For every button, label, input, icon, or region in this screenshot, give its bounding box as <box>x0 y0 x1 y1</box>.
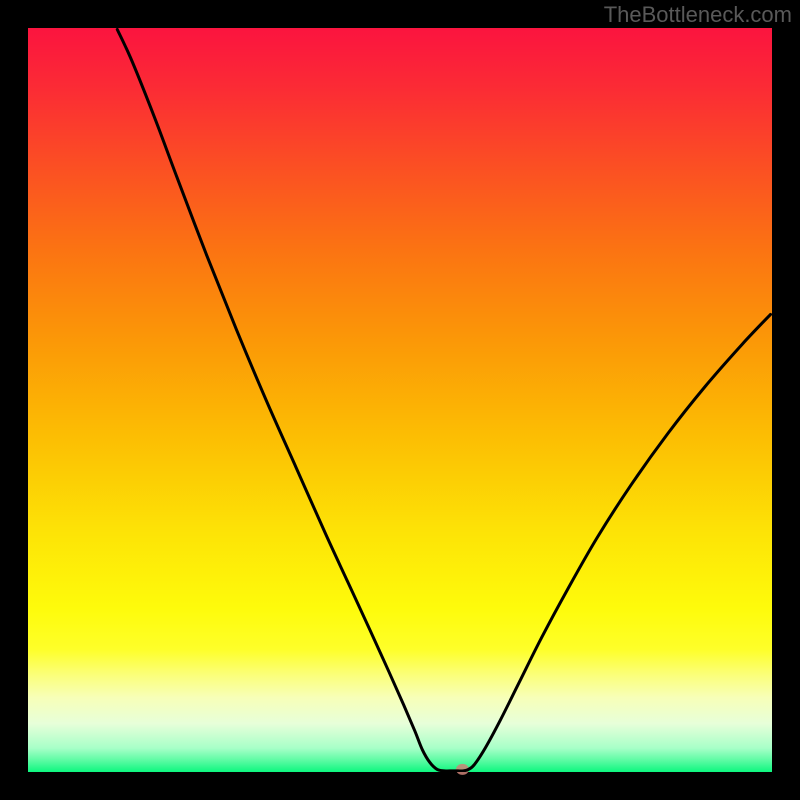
chart-stage: TheBottleneck.com <box>0 0 800 800</box>
watermark-text: TheBottleneck.com <box>604 2 792 28</box>
bottleneck-chart <box>0 0 800 800</box>
plot-background <box>28 28 772 772</box>
